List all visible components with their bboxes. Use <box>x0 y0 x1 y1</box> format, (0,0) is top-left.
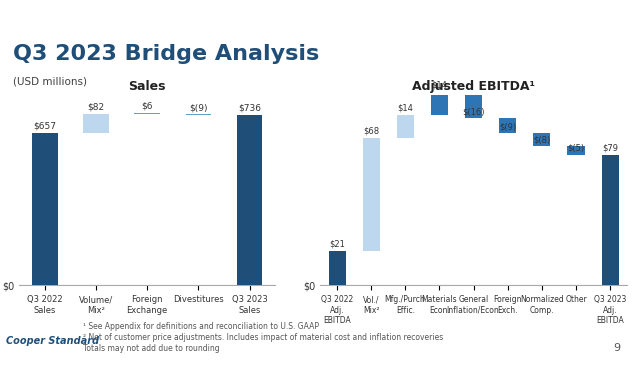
Bar <box>83 114 109 133</box>
Text: $82: $82 <box>88 103 104 112</box>
Text: $14: $14 <box>431 81 447 90</box>
Bar <box>237 115 262 285</box>
Bar <box>533 133 550 146</box>
Text: $(9): $(9) <box>189 104 207 113</box>
Title: Sales: Sales <box>129 79 166 93</box>
Bar <box>32 133 58 285</box>
Bar <box>363 138 380 251</box>
Bar <box>431 92 448 115</box>
Text: Q3 2023 Bridge Analysis: Q3 2023 Bridge Analysis <box>13 44 319 64</box>
Text: Cooper Standard: Cooper Standard <box>6 336 99 346</box>
Bar <box>602 155 619 285</box>
Text: $6: $6 <box>141 101 153 110</box>
Text: $79: $79 <box>602 143 618 153</box>
Text: Totals may not add due to rounding: Totals may not add due to rounding <box>83 344 220 353</box>
Text: $(5): $(5) <box>568 144 584 153</box>
Text: $68: $68 <box>363 127 380 136</box>
Text: $657: $657 <box>33 122 56 131</box>
Bar <box>397 115 414 138</box>
Text: ² Net of customer price adjustments. Includes impact of material cost and inflat: ² Net of customer price adjustments. Inc… <box>83 333 444 342</box>
Text: ¹ See Appendix for definitions and reconciliation to U.S. GAAP: ¹ See Appendix for definitions and recon… <box>83 322 319 331</box>
Text: $21: $21 <box>329 239 345 249</box>
Text: (USD millions): (USD millions) <box>13 77 87 87</box>
Bar <box>499 118 516 133</box>
Text: $14: $14 <box>397 104 413 113</box>
Bar <box>465 92 482 118</box>
Bar <box>134 113 160 114</box>
Text: 9: 9 <box>614 343 621 353</box>
Bar <box>568 146 584 155</box>
Bar <box>328 251 346 285</box>
Bar <box>186 114 211 115</box>
Text: $(9): $(9) <box>499 122 516 131</box>
Text: $(8): $(8) <box>533 135 550 145</box>
Title: Adjusted EBITDA¹: Adjusted EBITDA¹ <box>412 79 535 93</box>
Text: $736: $736 <box>238 103 261 112</box>
Text: $(16): $(16) <box>462 108 485 116</box>
